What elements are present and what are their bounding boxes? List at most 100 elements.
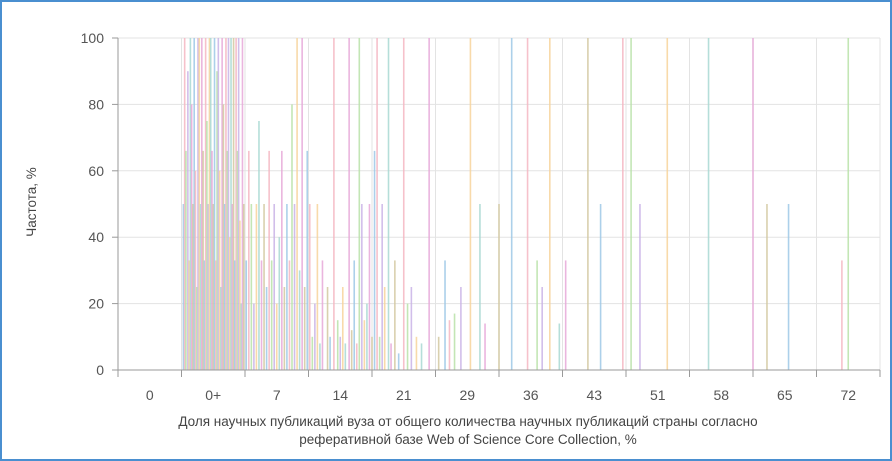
bar (301, 38, 303, 370)
bar (281, 150, 283, 370)
bar (526, 38, 529, 370)
bar (479, 204, 481, 370)
bar (306, 150, 309, 370)
y-tick-label: 80 (88, 96, 104, 112)
bar (187, 71, 189, 370)
bar (242, 204, 245, 370)
bar (599, 204, 602, 370)
bar (253, 303, 255, 370)
bar (275, 303, 278, 370)
bar (214, 260, 217, 370)
bar (326, 287, 329, 370)
bar (213, 38, 216, 370)
x-tick-label: 43 (586, 387, 602, 403)
bar (270, 260, 273, 370)
bar (183, 38, 186, 370)
bar (234, 260, 236, 370)
bar (536, 260, 538, 370)
x-tick-label: 0+ (205, 387, 221, 403)
x-tick-label: 21 (396, 387, 412, 403)
bars (182, 38, 850, 371)
bar (348, 38, 350, 370)
bar (428, 38, 430, 370)
bar (241, 38, 244, 370)
bar (316, 204, 319, 370)
bar (286, 204, 288, 370)
bar (223, 204, 226, 370)
bar (218, 170, 221, 370)
x-tick-label: 7 (273, 387, 281, 403)
bar (319, 343, 321, 370)
bar (381, 204, 383, 370)
bar (344, 343, 347, 370)
bar (207, 204, 209, 370)
bar (311, 336, 314, 370)
bar (564, 260, 567, 370)
bar (390, 343, 392, 370)
bar (231, 204, 234, 370)
bar (239, 220, 241, 370)
bar (202, 150, 204, 370)
bar (358, 38, 361, 370)
y-tick-labels: 0 20 40 60 80 100 (81, 30, 105, 378)
bar (630, 38, 632, 370)
bar (212, 204, 215, 370)
bar (263, 204, 265, 370)
bar (415, 336, 418, 370)
bar (236, 150, 239, 370)
bar (639, 204, 641, 370)
x-tick-label: 58 (713, 387, 729, 403)
bar (666, 38, 669, 370)
bar (587, 38, 589, 370)
bar (192, 204, 194, 370)
x-axis-title-line-2: реферативной базе Web of Science Core Co… (299, 432, 636, 447)
bar (453, 313, 456, 370)
y-axis-title: Частота, % (24, 167, 39, 237)
bar (707, 38, 710, 370)
bar (217, 38, 220, 370)
bar (336, 320, 339, 370)
bar (378, 336, 381, 370)
y-tick-label: 60 (88, 163, 104, 179)
bar (265, 287, 268, 370)
bar (498, 204, 500, 370)
x-tick-label: 36 (523, 387, 539, 403)
bar (288, 260, 291, 370)
x-tick-label: 29 (459, 387, 475, 403)
bar (410, 287, 413, 370)
bar (298, 270, 301, 370)
bar (198, 38, 201, 370)
bar (227, 38, 230, 370)
bar (321, 260, 324, 370)
bar (397, 353, 400, 370)
bar (189, 38, 192, 370)
bar (260, 260, 263, 370)
bar (484, 323, 486, 370)
bar (232, 38, 235, 370)
bar (228, 237, 231, 370)
bar (420, 343, 423, 370)
bar (199, 204, 202, 370)
bar (394, 260, 396, 370)
bar (293, 204, 296, 370)
bar (255, 204, 258, 370)
bar (273, 204, 276, 370)
bar (237, 38, 240, 370)
bar (209, 38, 212, 370)
bar (190, 104, 193, 371)
bar (366, 303, 368, 370)
bar (371, 336, 373, 370)
bar (222, 104, 225, 371)
bar (549, 38, 551, 370)
bar (460, 287, 462, 370)
bar (402, 38, 405, 370)
bar (197, 38, 199, 370)
bar (787, 204, 790, 370)
x-tick-label: 65 (777, 387, 793, 403)
x-tick-labels: 0 0+ 7 14 21 29 36 43 51 58 65 72 (146, 387, 856, 403)
bar (406, 303, 409, 370)
y-tick-label: 100 (81, 30, 105, 46)
bar (211, 150, 213, 370)
bar (203, 260, 206, 370)
